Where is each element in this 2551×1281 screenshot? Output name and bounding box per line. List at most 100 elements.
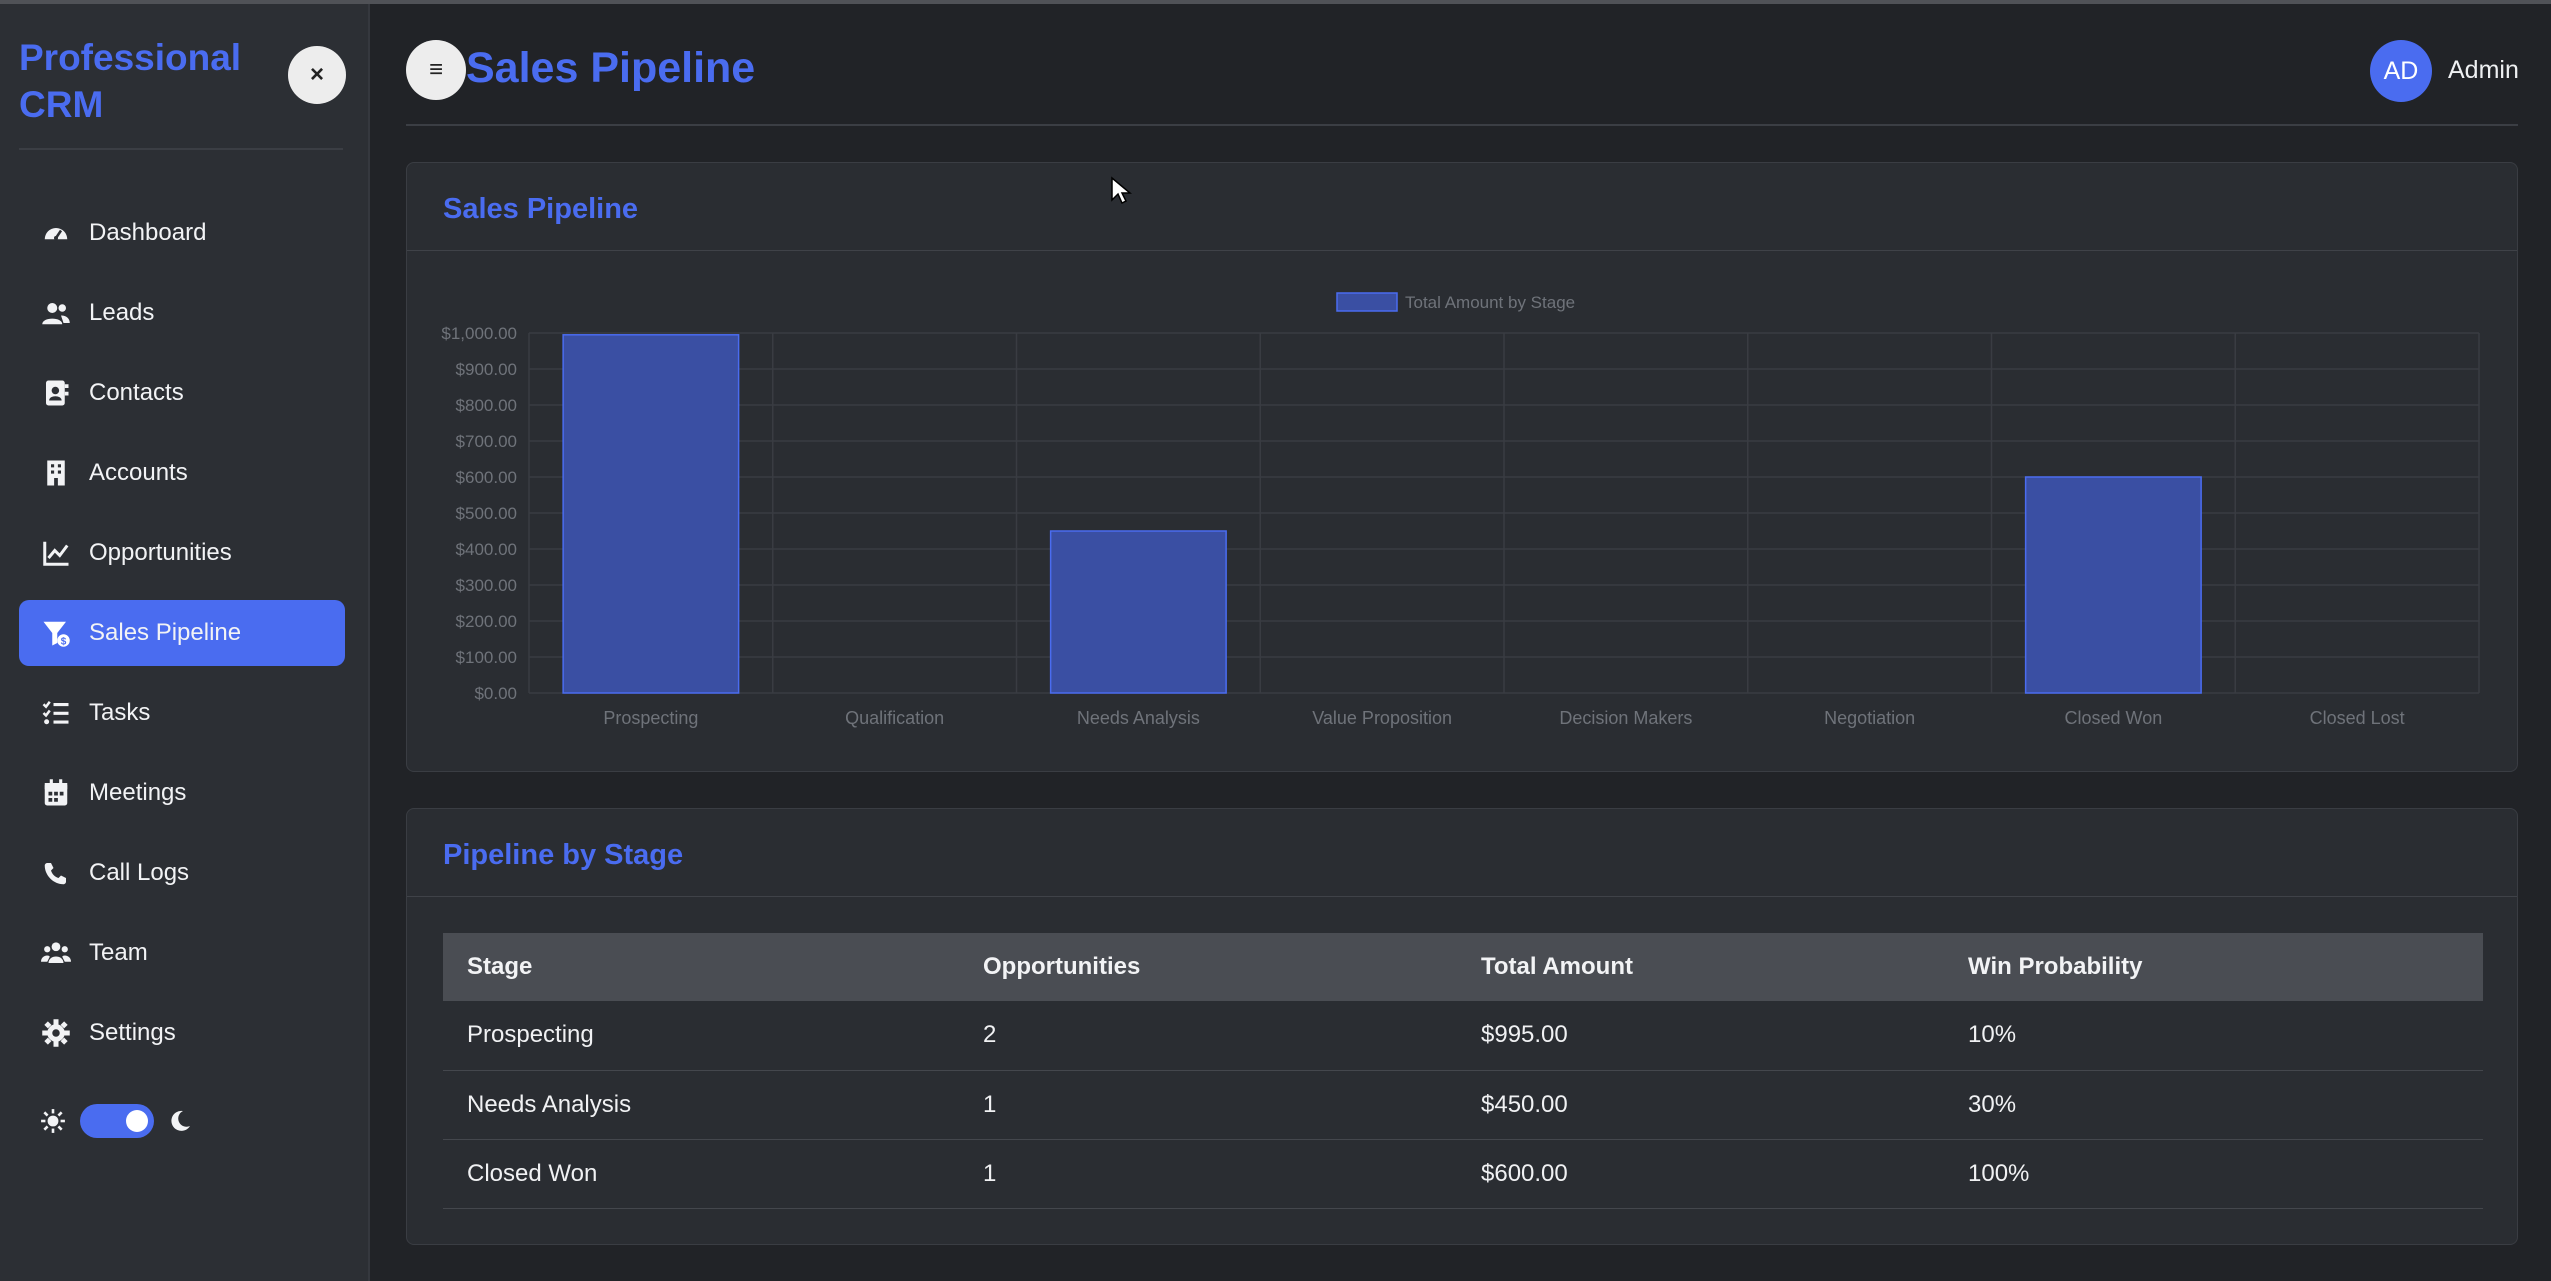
mouse-cursor-icon <box>1111 176 1132 205</box>
building-icon <box>47 460 65 486</box>
table-cell: $600.00 <box>1457 1139 1944 1209</box>
sidebar-item-settings[interactable]: Settings <box>19 1000 345 1066</box>
x-tick-label: Needs Analysis <box>1077 708 1200 728</box>
pipeline-table: Stage Opportunities Total Amount Win Probab… <box>443 933 2483 1209</box>
bar-closed-won <box>2024 476 2202 694</box>
legend-swatch <box>1336 292 1398 312</box>
tasks-list-icon <box>42 701 69 725</box>
gear-icon <box>42 1019 70 1047</box>
address-book-icon <box>46 380 69 406</box>
table-cell: Closed Won <box>443 1139 959 1209</box>
sidebar-item-label: Opportunities <box>89 539 232 566</box>
sidebar-item-tasks[interactable]: Tasks <box>19 680 345 746</box>
x-tick-label: Qualification <box>845 708 944 728</box>
y-tick-label: $400.00 <box>456 540 517 559</box>
menu-toggle-button[interactable]: ≡ <box>406 40 466 100</box>
table-card-title: Pipeline by Stage <box>443 839 684 871</box>
column-header-win-probability: Win Probability <box>1944 933 2483 1001</box>
sidebar-item-opportunities[interactable]: Opportunities <box>19 520 345 586</box>
table-cell: $995.00 <box>1457 1001 1944 1071</box>
column-header-opportunities: Opportunities <box>959 933 1457 1001</box>
dashboard-icon <box>44 228 68 240</box>
y-tick-label: $1,000.00 <box>441 324 517 343</box>
sidebar-item-label: Settings <box>89 1019 176 1046</box>
table-cell: $450.00 <box>1457 1070 1944 1140</box>
header-divider <box>406 124 2518 126</box>
y-tick-label: $900.00 <box>456 360 517 379</box>
bar-chart: $0.00 $100.00 $200.00 $300.00 $400.00 $500.00… <box>441 292 2480 728</box>
sidebar-item-call-logs[interactable]: Call Logs <box>19 840 345 906</box>
y-tick-label: $0.00 <box>474 684 517 703</box>
window-top-border <box>0 0 2551 4</box>
user-name[interactable]: Admin <box>2448 56 2519 84</box>
x-tick-label: Negotiation <box>1824 708 1915 728</box>
sidebar-item-label: Meetings <box>89 779 187 806</box>
moon-icon <box>171 1110 190 1131</box>
team-icon <box>41 942 71 963</box>
sales-pipeline-chart-card: Sales Pipeline $0.00 $100.00 $200.00 $300.0… <box>406 162 2518 772</box>
bar-prospecting <box>562 334 740 694</box>
y-tick-label: $200.00 <box>456 612 517 631</box>
sidebar-item-sales-pipeline[interactable]: $ Sales Pipeline <box>19 600 345 666</box>
sun-icon <box>41 1109 65 1133</box>
users-icon <box>42 303 70 325</box>
x-tick-label: Closed Lost <box>2310 708 2405 728</box>
sidebar-item-meetings[interactable]: Meetings <box>19 760 345 826</box>
y-tick-label: $800.00 <box>456 396 517 415</box>
table-cell: Prospecting <box>443 1001 959 1071</box>
column-header-stage: Stage <box>443 933 959 1001</box>
page-title: Sales Pipeline <box>466 44 756 92</box>
line-chart-icon <box>43 541 69 566</box>
pipeline-by-stage-card: Pipeline by Stage Stage Opportunities Tota… <box>406 808 2518 1245</box>
card-divider <box>407 250 2517 251</box>
calendar-icon <box>44 779 68 806</box>
sidebar-item-label: Call Logs <box>89 859 190 886</box>
sidebar-item-label: Accounts <box>89 459 188 486</box>
table-cell: 2 <box>959 1001 1457 1071</box>
sidebar-item-leads[interactable]: Leads <box>19 280 345 346</box>
table-header-row: Stage Opportunities Total Amount Win Probab… <box>443 933 2483 1001</box>
svg-text:$: $ <box>61 636 67 647</box>
sidebar-item-label: Team <box>89 939 148 966</box>
legend-label: Total Amount by Stage <box>1405 293 1575 312</box>
sidebar-item-dashboard[interactable]: Dashboard <box>19 200 345 266</box>
table-cell: 1 <box>959 1139 1457 1209</box>
chart-card-title: Sales Pipeline <box>443 193 639 225</box>
phone-icon <box>44 863 66 885</box>
sidebar-item-label: Leads <box>89 299 155 326</box>
sidebar-item-contacts[interactable]: Contacts <box>19 360 345 426</box>
x-tick-label: Closed Won <box>2065 708 2163 728</box>
x-tick-label: Value Proposition <box>1312 708 1452 728</box>
sidebar-item-label: Contacts <box>89 379 184 406</box>
toggle-knob <box>126 1110 148 1132</box>
table-cell: Needs Analysis <box>443 1070 959 1140</box>
table-cell: 10% <box>1944 1001 2483 1071</box>
x-tick-label: Prospecting <box>603 708 698 728</box>
sidebar-item-accounts[interactable]: Accounts <box>19 440 345 506</box>
theme-toggle-row <box>40 1104 192 1138</box>
sidebar-item-label: Dashboard <box>89 219 207 246</box>
brand-logo-text: Professional CRM <box>19 37 242 125</box>
y-tick-label: $300.00 <box>456 576 517 595</box>
sidebar-item-label: Sales Pipeline <box>89 619 242 646</box>
table-cell: 1 <box>959 1070 1457 1140</box>
column-header-total-amount: Total Amount <box>1457 933 1944 1001</box>
sidebar-divider <box>19 148 343 150</box>
y-tick-label: $500.00 <box>456 504 517 523</box>
table-row: Prospecting 2 $995.00 10% <box>443 1001 2483 1071</box>
y-tick-label: $700.00 <box>456 432 517 451</box>
funnel-dollar-icon: $ <box>43 621 70 647</box>
sidebar-nav: Dashboard Leads Contacts Accounts Opportunit… <box>19 200 345 1080</box>
y-tick-label: $100.00 <box>456 648 517 667</box>
table-row: Closed Won 1 $600.00 100% <box>443 1139 2483 1209</box>
avatar[interactable]: AD <box>2370 40 2432 102</box>
table-cell: 100% <box>1944 1139 2483 1209</box>
theme-toggle-switch[interactable] <box>80 1104 154 1138</box>
y-tick-label: $600.00 <box>456 468 517 487</box>
close-sidebar-button[interactable]: × <box>288 46 346 104</box>
bar-needs-analysis <box>1049 530 1227 694</box>
card-divider <box>407 896 2517 897</box>
sidebar: Professional CRM × Dashboard Leads Contact… <box>0 4 370 1281</box>
sidebar-item-team[interactable]: Team <box>19 920 345 986</box>
table-row: Needs Analysis 1 $450.00 30% <box>443 1070 2483 1140</box>
